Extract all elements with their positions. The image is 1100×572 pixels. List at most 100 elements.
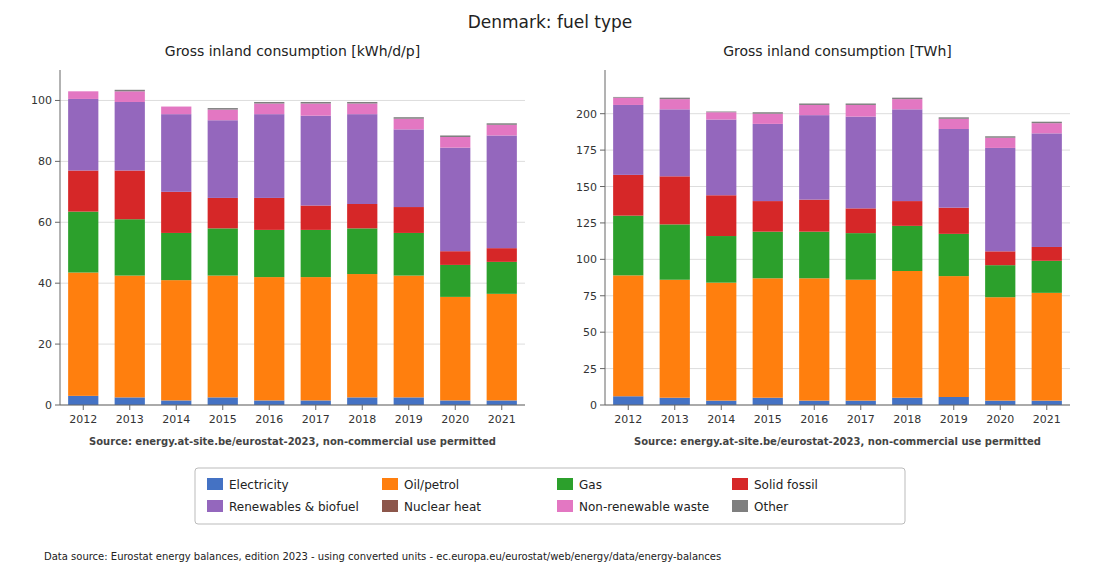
bar-segment: [753, 112, 783, 113]
bar-segment: [161, 106, 191, 107]
x-tick: [501, 405, 502, 410]
bar-segment: [440, 148, 470, 252]
x-tick: [674, 405, 675, 410]
y-tick-label: 40: [38, 277, 52, 290]
bar-segment: [394, 397, 424, 405]
legend-label: Nuclear heat: [404, 500, 481, 514]
bar-segment: [115, 171, 145, 220]
x-tick-label: 2019: [940, 413, 968, 426]
x-tick: [83, 405, 84, 410]
y-tick: [600, 259, 605, 260]
bar-segment: [892, 201, 922, 226]
bar-segment: [347, 204, 377, 228]
bar-segment: [440, 135, 470, 137]
bar-segment: [799, 401, 829, 405]
bar-segment: [892, 271, 922, 398]
bar-segment: [985, 251, 1015, 265]
x-tick-label: 2014: [162, 413, 190, 426]
bar-segment: [161, 280, 191, 400]
bar-segment: [68, 396, 98, 405]
x-tick-label: 2012: [614, 413, 642, 426]
bar-segment: [613, 96, 643, 98]
bar-segment: [892, 109, 922, 201]
legend-label: Gas: [579, 478, 602, 492]
x-tick-label: 2021: [488, 413, 516, 426]
bar-segment: [68, 212, 98, 273]
bar-segment: [301, 400, 331, 405]
bar-segment: [939, 276, 969, 397]
background: [0, 0, 1100, 572]
chart-root: Denmark: fuel type Gross inland consumpti…: [0, 0, 1100, 572]
bar-segment: [706, 401, 736, 405]
bar-segment: [394, 276, 424, 398]
bar-segment: [440, 265, 470, 297]
bar-segment: [115, 102, 145, 171]
bar-segment: [939, 119, 969, 129]
chart-title: Gross inland consumption [TWh]: [723, 43, 952, 59]
footer-note: Data source: Eurostat energy balances, e…: [44, 551, 721, 562]
x-tick-label: 2017: [847, 413, 875, 426]
legend-swatch: [382, 500, 398, 512]
y-tick: [600, 186, 605, 187]
bar-segment: [487, 400, 517, 405]
bar-segment: [440, 400, 470, 405]
bar-segment: [68, 91, 98, 99]
legend-swatch: [732, 478, 748, 490]
bar-segment: [115, 90, 145, 92]
bar-segment: [301, 230, 331, 277]
bar-segment: [846, 105, 876, 117]
bar-segment: [706, 111, 736, 113]
x-tick: [1046, 405, 1047, 410]
x-tick: [408, 405, 409, 410]
y-tick: [55, 222, 60, 223]
bar-segment: [660, 98, 690, 99]
y-tick: [600, 368, 605, 369]
bar-segment: [939, 129, 969, 208]
bar-segment: [753, 201, 783, 232]
bar-segment: [892, 398, 922, 405]
bar-segment: [985, 148, 1015, 251]
bar-segment: [394, 129, 424, 207]
bar-segment: [487, 135, 517, 248]
bar-segment: [161, 107, 191, 115]
bar-segment: [846, 233, 876, 280]
bar-segment: [799, 115, 829, 199]
bar-segment: [68, 171, 98, 212]
bar-segment: [613, 98, 643, 105]
bar-segment: [161, 192, 191, 233]
bar-segment: [1032, 261, 1062, 293]
bar-segment: [613, 396, 643, 405]
page-title: Denmark: fuel type: [468, 12, 633, 32]
bar-segment: [68, 91, 98, 92]
bar-segment: [613, 105, 643, 175]
x-tick-label: 2018: [893, 413, 921, 426]
bar-segment: [115, 397, 145, 405]
legend: ElectricityOil/petrolGasSolid fossilRene…: [195, 468, 905, 524]
x-tick-label: 2016: [800, 413, 828, 426]
bar-segment: [254, 277, 284, 400]
bar-segment: [846, 280, 876, 401]
bar-segment: [394, 119, 424, 130]
y-tick: [600, 222, 605, 223]
legend-label: Other: [754, 500, 788, 514]
legend-swatch: [557, 500, 573, 512]
bar-segment: [753, 124, 783, 201]
x-tick-label: 2021: [1033, 413, 1061, 426]
bar-segment: [799, 278, 829, 400]
bar-segment: [1032, 293, 1062, 401]
y-tick-label: 50: [583, 326, 597, 339]
x-tick: [455, 405, 456, 410]
x-tick: [176, 405, 177, 410]
bar-segment: [394, 117, 424, 119]
bar-segment: [254, 198, 284, 230]
bar-segment: [799, 105, 829, 115]
x-tick-label: 2012: [69, 413, 97, 426]
bar-segment: [846, 401, 876, 405]
bar-segment: [301, 116, 331, 206]
bar-segment: [68, 99, 98, 171]
bar-segment: [301, 206, 331, 230]
y-tick-label: 125: [576, 217, 597, 230]
bar-segment: [660, 109, 690, 176]
chart-panel: Gross inland consumption [TWh]0255075100…: [576, 43, 1070, 447]
x-tick-label: 2014: [707, 413, 735, 426]
